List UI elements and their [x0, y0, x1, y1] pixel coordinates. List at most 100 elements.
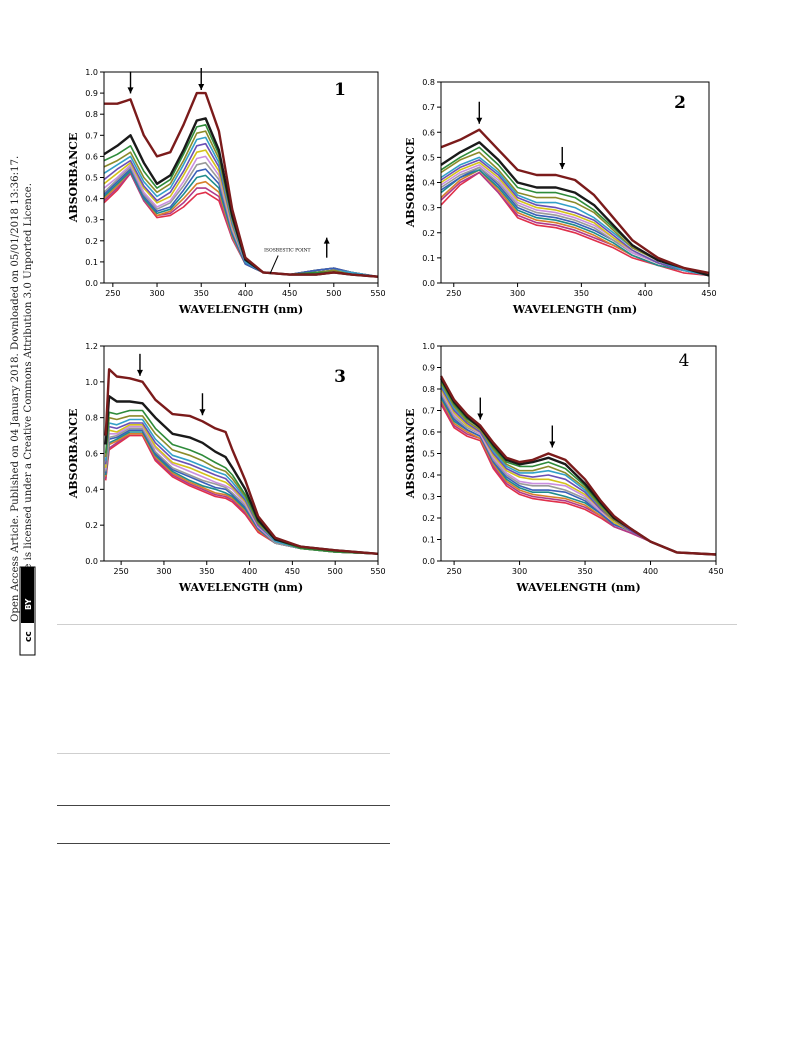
- figure-divider: [57, 624, 737, 625]
- trend-arrow: [127, 71, 134, 94]
- trend-arrow: [559, 146, 566, 169]
- y-tick-label: 0.0: [85, 279, 98, 288]
- series-line-10: [440, 166, 710, 277]
- y-tick-label: 0.7: [422, 103, 435, 112]
- license-line-1: Open Access Article. Published on 04 Jan…: [10, 156, 21, 622]
- series-line-14: [440, 171, 710, 277]
- series-line-10: [103, 168, 379, 278]
- series-line-1: [440, 128, 710, 275]
- arrow-head: [198, 84, 205, 90]
- series-line-5: [104, 418, 379, 555]
- trend-arrow: [549, 425, 556, 448]
- panel-number-label: 4: [679, 351, 690, 371]
- y-tick-label: 1.0: [85, 378, 98, 387]
- y-tick-label: 0.3: [422, 493, 435, 502]
- y-tick-label: 0.4: [422, 179, 435, 188]
- y-tick-label: 0.1: [85, 258, 98, 267]
- x-tick-label: 400: [238, 289, 253, 298]
- chart-panel-2: 250 300 350 400 450 0.0 0.1 0.2 0.3 0.4 0.5 0.6 0.7 0…: [404, 78, 717, 316]
- series-line-13: [440, 171, 710, 277]
- series-line-11: [440, 169, 710, 277]
- y-tick-label: 0.5: [422, 450, 435, 459]
- x-tick-label: 450: [285, 567, 300, 576]
- x-tick-label: 300: [149, 289, 164, 298]
- x-tick-label: 350: [577, 567, 592, 576]
- y-tick-label: 0.2: [85, 237, 98, 246]
- y-tick-label: 0.1: [422, 254, 435, 263]
- y-axis-label: ABSORBANCE: [67, 409, 80, 500]
- series-line-6: [440, 159, 710, 277]
- x-tick-label: 300: [156, 567, 171, 576]
- y-tick-label: 0.9: [422, 364, 435, 373]
- x-tick-label: 350: [194, 289, 209, 298]
- arrow-head: [127, 87, 134, 94]
- x-tick-label: 500: [328, 567, 343, 576]
- arrow-head: [477, 413, 484, 420]
- series-line-9: [104, 427, 379, 555]
- x-tick-label: 350: [199, 567, 214, 576]
- trend-arrow: [199, 393, 206, 416]
- arrow-head: [476, 117, 483, 124]
- annotation-pointer: [269, 255, 279, 274]
- trend-arrow: [198, 68, 205, 90]
- y-axis-label: ABSORBANCE: [404, 409, 417, 500]
- y-tick-label: 0.0: [85, 557, 98, 566]
- license-sidebar-svg: Open Access Article. Published on 04 Jan…: [10, 156, 36, 656]
- cc-badge-text: cc: [24, 631, 34, 642]
- x-axis-label: WAVELENGTH (nm): [178, 581, 303, 594]
- y-axis-label: ABSORBANCE: [404, 138, 417, 229]
- y-tick-label: 0.2: [422, 229, 435, 238]
- x-tick-label: 400: [638, 289, 653, 298]
- y-tick-label: 0.2: [85, 521, 98, 530]
- y-tick-label: 0.4: [85, 195, 98, 204]
- series-line-1: [439, 375, 717, 556]
- y-tick-label: 0.3: [422, 204, 435, 213]
- y-tick-label: 1.0: [85, 68, 98, 77]
- trend-arrow: [477, 397, 484, 420]
- y-tick-label: 0.7: [422, 407, 435, 416]
- arrow-head: [199, 409, 206, 416]
- panel-number-label: 1: [334, 80, 346, 100]
- y-tick-label: 1.2: [85, 342, 98, 351]
- chart-panel-3: 250 300 350 400 450 500 550 0.0 0.2 0.4 0.6 0.8 1.0 1…: [67, 342, 386, 594]
- cc-license-badge[interactable]: cc BY: [19, 566, 36, 656]
- trend-arrow: [323, 237, 330, 258]
- y-tick-label: 0.6: [85, 152, 98, 161]
- x-tick-label: 250: [105, 289, 120, 298]
- by-badge-text: BY: [24, 598, 33, 610]
- license-sidebar: Open Access Article. Published on 04 Jan…: [0, 0, 60, 660]
- plot-frame: [440, 345, 717, 562]
- arrow-head: [559, 162, 566, 169]
- table-header-rule: [57, 805, 390, 806]
- y-tick-label: 0.8: [422, 385, 435, 394]
- arrow-head: [549, 441, 556, 448]
- y-tick-label: 0.1: [422, 536, 435, 545]
- series-line-2: [104, 395, 379, 555]
- x-tick-label: 500: [326, 289, 341, 298]
- series-line-4: [440, 382, 717, 556]
- y-tick-label: 0.4: [85, 485, 98, 494]
- trend-arrow: [136, 353, 143, 376]
- series-line-3: [103, 124, 379, 278]
- license-line-2: This article is licensed under a Creativ…: [23, 183, 34, 622]
- y-tick-label: 0.0: [422, 279, 435, 288]
- y-tick-label: 0.6: [422, 428, 435, 437]
- series-line-7: [103, 149, 379, 278]
- y-tick-label: 0.0: [422, 557, 435, 566]
- series-line-9: [440, 166, 710, 277]
- series-line-1: [104, 91, 379, 278]
- arrow-head: [136, 369, 143, 376]
- y-tick-label: 0.3: [85, 216, 98, 225]
- isosbestic-point-label: ISOSBESTIC POINT: [264, 248, 310, 254]
- chart-panel-4: 250 300 350 400 450 0.0 0.1 0.2 0.3 0.4 0.5 0.6 0.7 0…: [404, 342, 724, 594]
- y-tick-label: 0.2: [422, 514, 435, 523]
- series-line-2: [440, 141, 710, 277]
- panel-number-label: 3: [334, 367, 346, 387]
- x-tick-label: 400: [643, 567, 658, 576]
- x-tick-label: 450: [708, 567, 723, 576]
- x-tick-label: 450: [701, 289, 716, 298]
- series-line-8: [103, 155, 379, 278]
- x-tick-label: 300: [512, 567, 527, 576]
- table-top-rule: [57, 753, 390, 754]
